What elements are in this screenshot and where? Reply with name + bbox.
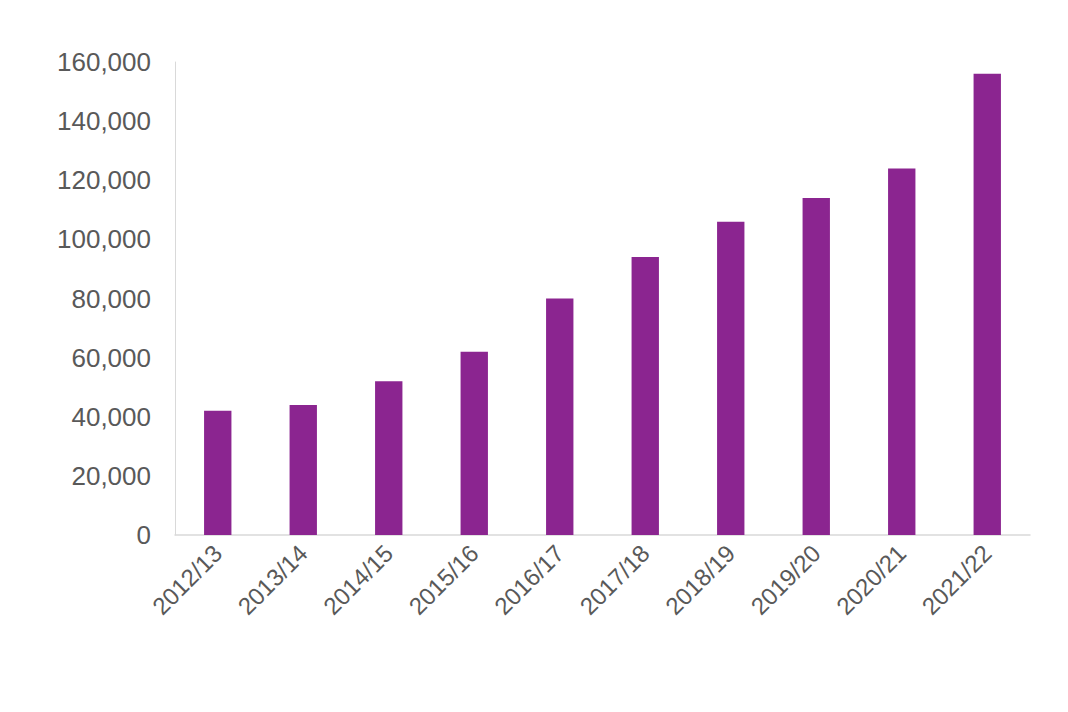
svg-text:80,000: 80,000 xyxy=(71,284,151,314)
svg-text:2015/16: 2015/16 xyxy=(403,539,483,619)
svg-text:40,000: 40,000 xyxy=(71,402,151,432)
svg-text:2018/19: 2018/19 xyxy=(660,539,740,619)
svg-text:100,000: 100,000 xyxy=(57,224,151,254)
svg-text:2020/21: 2020/21 xyxy=(831,539,911,619)
svg-text:2013/14: 2013/14 xyxy=(232,539,312,619)
svg-text:20,000: 20,000 xyxy=(71,461,151,491)
svg-text:160,000: 160,000 xyxy=(57,47,151,77)
svg-text:60,000: 60,000 xyxy=(71,343,151,373)
svg-text:2019/20: 2019/20 xyxy=(745,539,825,619)
svg-text:2012/13: 2012/13 xyxy=(147,539,227,619)
svg-text:2021/22: 2021/22 xyxy=(916,539,996,619)
svg-text:2014/15: 2014/15 xyxy=(318,539,398,619)
svg-text:140,000: 140,000 xyxy=(57,106,151,136)
svg-text:2016/17: 2016/17 xyxy=(489,539,569,619)
svg-text:120,000: 120,000 xyxy=(57,165,151,195)
svg-text:0: 0 xyxy=(137,520,151,550)
svg-text:2017/18: 2017/18 xyxy=(574,539,654,619)
